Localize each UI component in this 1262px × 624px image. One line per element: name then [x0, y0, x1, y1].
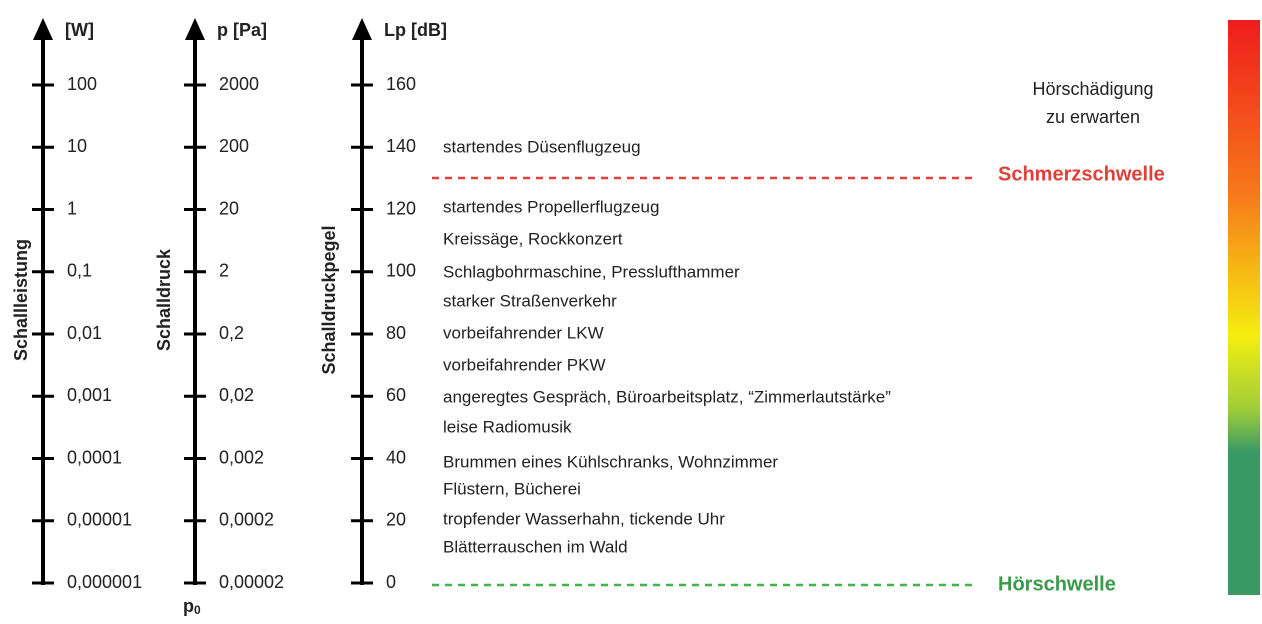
tick-label: 120 [386, 198, 416, 218]
damage-label: zu erwarten [1046, 107, 1140, 127]
example-label: startendes Düsenflugzeug [443, 137, 641, 156]
tick-label: 0,0001 [67, 447, 122, 467]
tick-label: 0,2 [219, 323, 244, 343]
tick-label: 0,000001 [67, 572, 142, 592]
damage-label: Hörschädigung [1032, 79, 1153, 99]
tick-label: 10 [67, 136, 87, 156]
tick-label: 0,00002 [219, 572, 284, 592]
tick-label: 2000 [219, 74, 259, 94]
example-label: leise Radiomusik [443, 417, 572, 436]
example-label: tropfender Wasserhahn, tickende Uhr [443, 509, 725, 528]
example-label: vorbeifahrender LKW [443, 323, 604, 342]
example-label: vorbeifahrender PKW [443, 355, 606, 374]
axis-label: Schallleistung [11, 239, 31, 361]
axis-label: Schalldruck [154, 248, 174, 351]
tick-label: 40 [386, 447, 406, 467]
axis-arrow [352, 18, 372, 40]
axis-label: Schalldruckpegel [319, 225, 339, 374]
axis-arrow [185, 18, 205, 40]
example-label: Brummen eines Kühlschranks, Wohnzimmer [443, 452, 778, 471]
tick-label: 0,002 [219, 447, 264, 467]
tick-label: 160 [386, 74, 416, 94]
tick-label: 0,02 [219, 385, 254, 405]
tick-label: 0,1 [67, 261, 92, 281]
tick-label: 20 [219, 198, 239, 218]
tick-label: 60 [386, 385, 406, 405]
tick-label: 0,00001 [67, 510, 132, 530]
tick-label: 0 [386, 572, 396, 592]
tick-label: 140 [386, 136, 416, 156]
tick-label: 200 [219, 136, 249, 156]
tick-label: 1 [67, 198, 77, 218]
tick-label: 100 [386, 261, 416, 281]
example-label: Blätterrauschen im Wald [443, 537, 628, 556]
example-label: Kreissäge, Rockkonzert [443, 229, 623, 248]
tick-label: 20 [386, 510, 406, 530]
axis-title: Lp [dB] [384, 20, 447, 40]
hearing-threshold-label: Hörschwelle [998, 573, 1116, 595]
example-label: Flüstern, Bücherei [443, 479, 581, 498]
axis-arrow [33, 18, 53, 40]
example-label: angeregtes Gespräch, Büroarbeitsplatz, “… [443, 387, 891, 406]
axis-title: p [Pa] [217, 20, 267, 40]
tick-label: 0,0002 [219, 510, 274, 530]
example-label: starker Straßenverkehr [443, 291, 617, 310]
example-label: startendes Propellerflugzeug [443, 197, 659, 216]
p0-label: p0 [183, 596, 201, 617]
tick-label: 80 [386, 323, 406, 343]
tick-label: 2 [219, 261, 229, 281]
tick-label: 0,001 [67, 385, 112, 405]
tick-label: 100 [67, 74, 97, 94]
risk-gradient-bar [1228, 20, 1260, 595]
tick-label: 0,01 [67, 323, 102, 343]
example-label: Schlagbohrmaschine, Presslufthammer [443, 262, 740, 281]
pain-threshold-label: Schmerzschwelle [998, 163, 1165, 185]
axis-title: [W] [65, 20, 94, 40]
